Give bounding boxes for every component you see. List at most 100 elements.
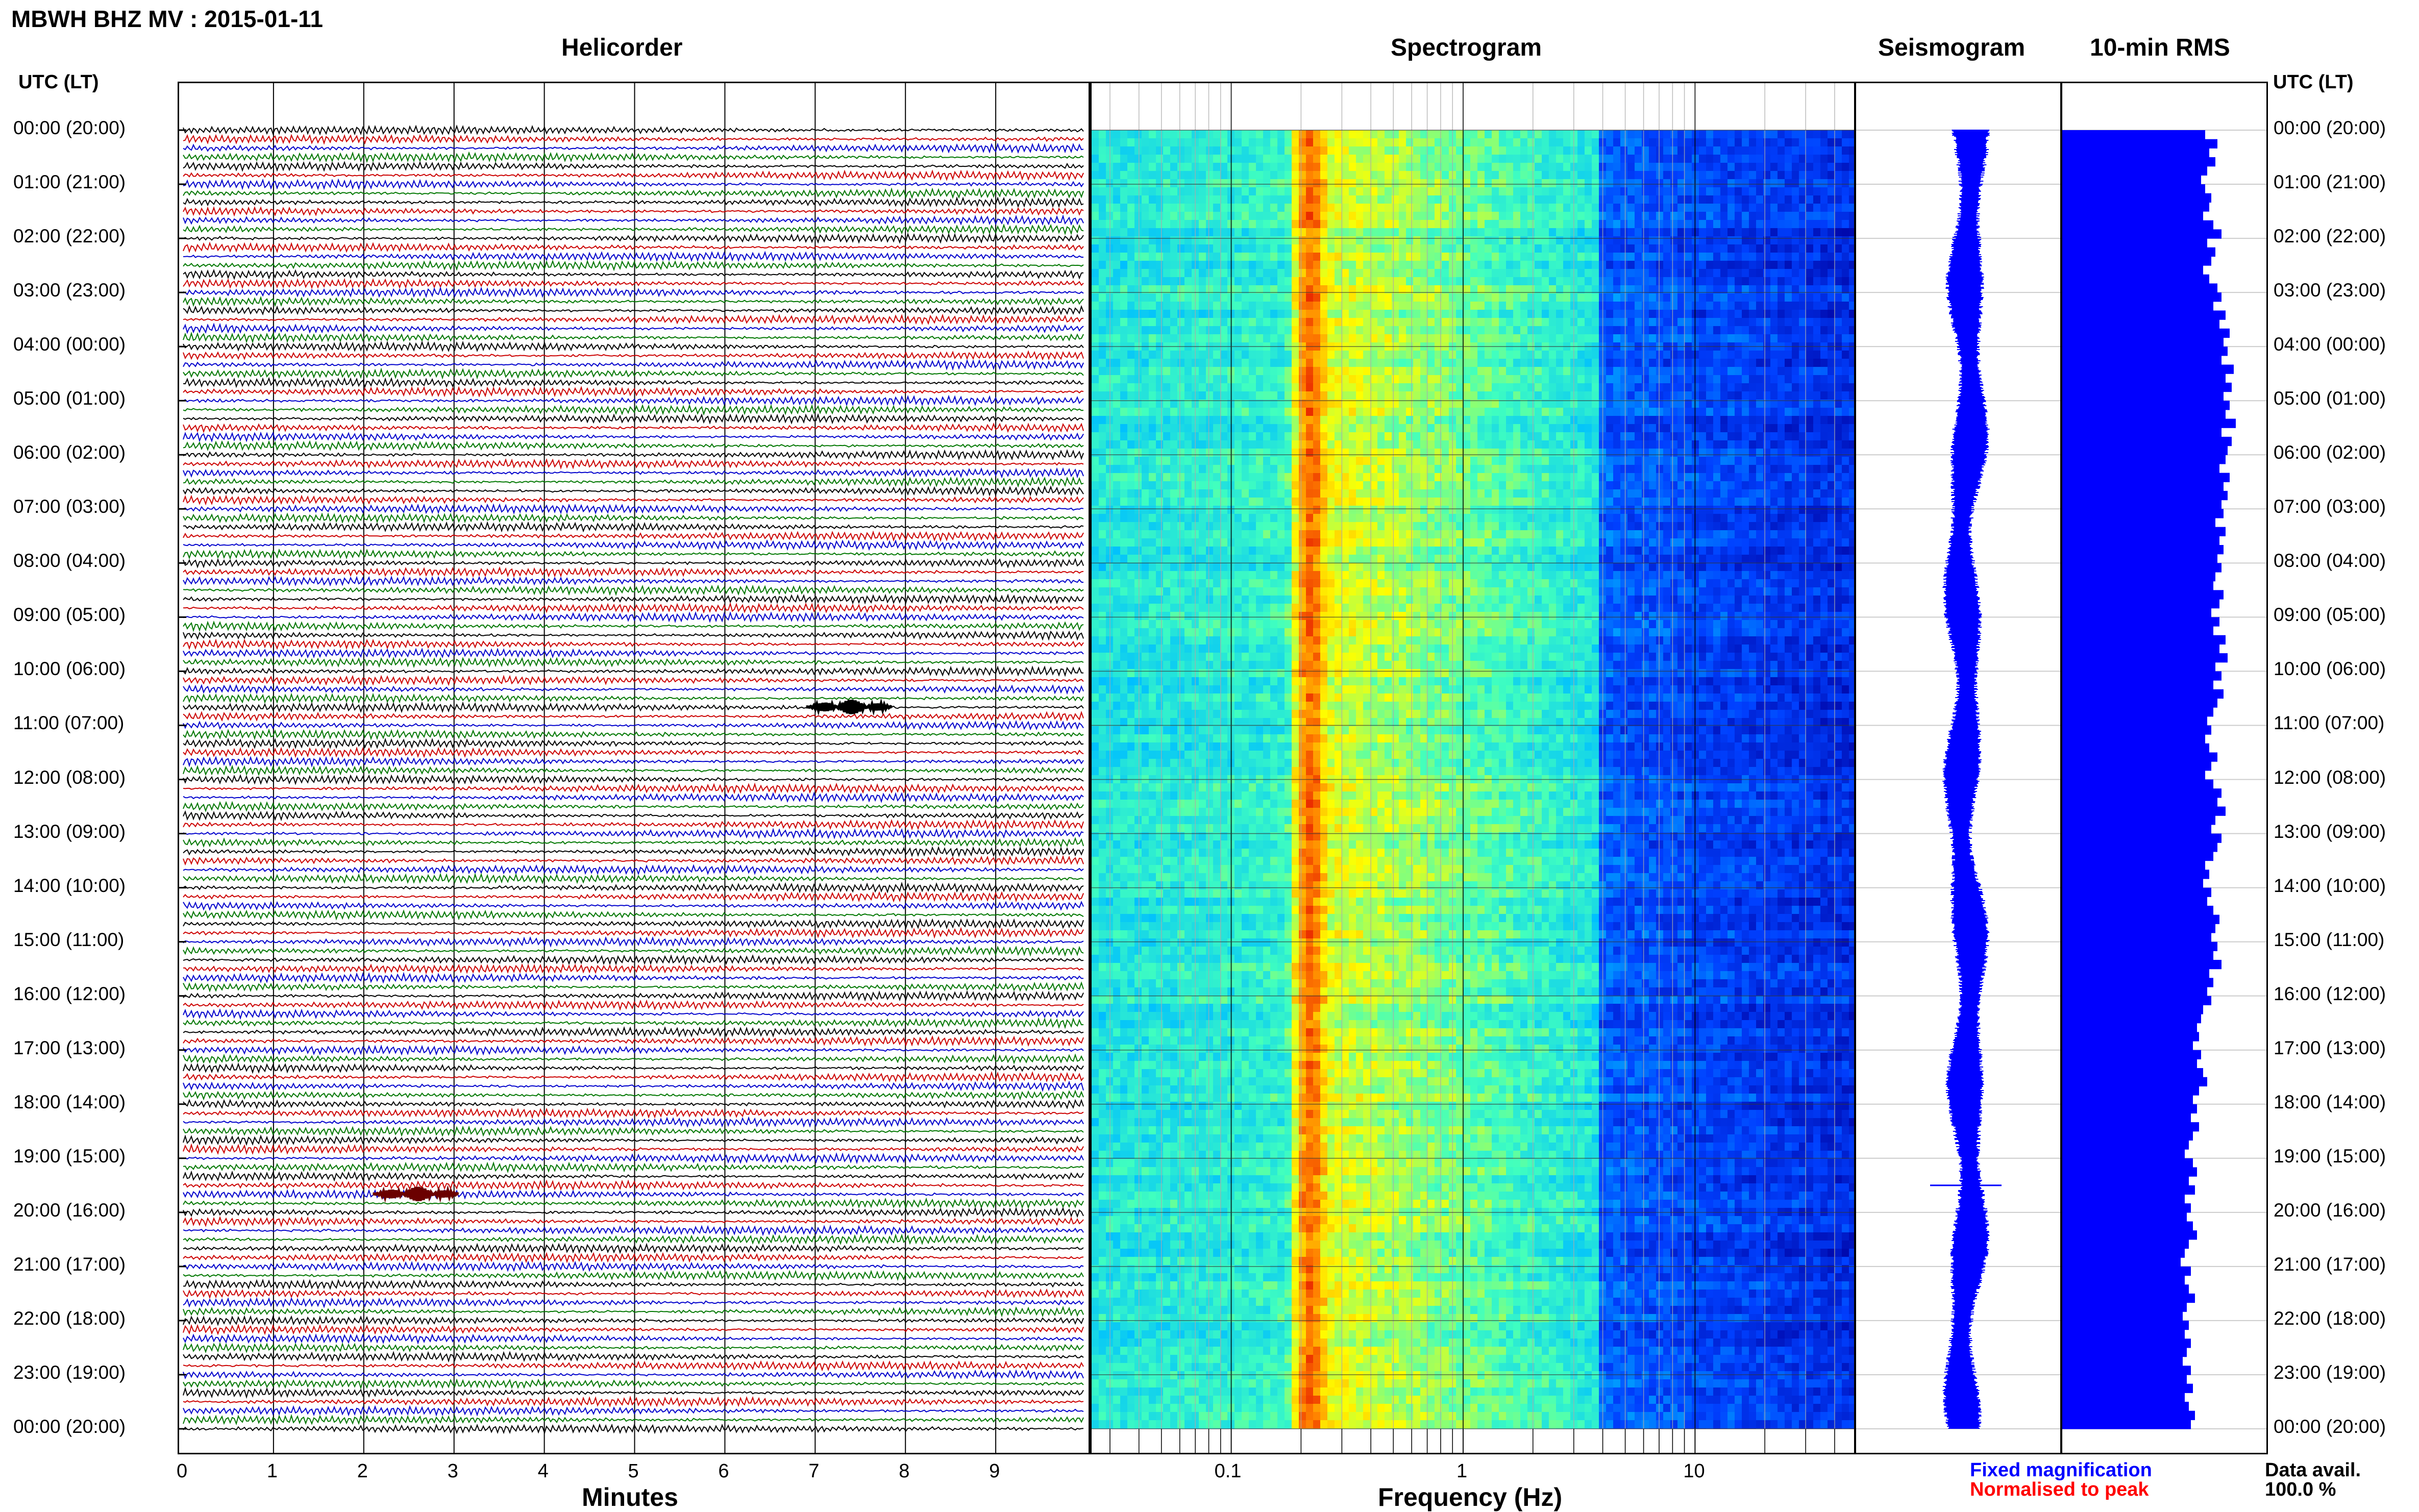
- spectrogram-cell: [1806, 351, 1814, 359]
- spectrogram-cell: [1327, 310, 1335, 318]
- spectrogram-cell: [1749, 408, 1757, 416]
- spectrogram-cell: [1242, 375, 1249, 384]
- helicorder-trace: [183, 1206, 1084, 1218]
- helicorder-trace: [183, 827, 1084, 839]
- spectrogram-cell: [1263, 391, 1271, 400]
- spectrogram-cell: [1627, 253, 1635, 261]
- spectrogram-cell: [1835, 424, 1842, 433]
- spectrogram-cell: [1499, 334, 1507, 343]
- spectrogram-cell: [1249, 155, 1256, 163]
- spectrogram-cell: [1577, 432, 1585, 441]
- spectrogram-cell: [1413, 391, 1421, 400]
- spectrogram-cell: [1477, 293, 1485, 302]
- spectrogram-cell: [1235, 481, 1242, 490]
- spectrogram-cell: [1235, 130, 1242, 139]
- spectrogram-cell: [1577, 171, 1585, 180]
- spectrogram-cell: [1485, 449, 1492, 457]
- spectrogram-cell: [1313, 391, 1321, 400]
- spectrogram-cell: [1120, 261, 1128, 269]
- spectrogram-cell: [1156, 318, 1164, 327]
- spectrogram-cell: [1620, 269, 1628, 278]
- spectrogram-cell: [1170, 310, 1178, 318]
- spectrogram-cell: [1763, 367, 1771, 376]
- spectrogram-cell: [1527, 440, 1535, 449]
- spectrogram-cell: [1499, 367, 1507, 376]
- spectrogram-cell: [1142, 302, 1149, 310]
- spectrogram-cell: [1377, 293, 1385, 302]
- spectrogram-cell: [1120, 424, 1128, 433]
- spectrogram-cell: [1235, 269, 1242, 278]
- spectrogram-cell: [1099, 383, 1106, 392]
- spectrogram-cell: [1420, 457, 1428, 465]
- spectrogram-cell: [1242, 457, 1249, 465]
- helicorder-trace: [183, 1125, 1084, 1137]
- spectrogram-cell: [1742, 277, 1749, 286]
- spectrogram-cell: [1727, 424, 1735, 433]
- spectrogram-cell: [1256, 440, 1264, 449]
- spectrogram-cell: [1134, 293, 1142, 302]
- spectrogram-cell: [1556, 424, 1564, 433]
- spectrogram-cell: [1506, 220, 1514, 229]
- spectrogram-cell: [1377, 318, 1385, 327]
- spectrogram-cell: [1627, 449, 1635, 457]
- spectrogram-cell: [1513, 171, 1521, 180]
- spectrogram-cell: [1356, 310, 1364, 318]
- spectrogram-cell: [1113, 171, 1121, 180]
- spectrogram-cell: [1649, 244, 1657, 253]
- spectrogram-cell: [1656, 228, 1664, 237]
- spectrogram-cell: [1756, 163, 1764, 171]
- spectrogram-cell: [1535, 277, 1542, 286]
- spectrogram-cell: [1720, 416, 1728, 425]
- spectrogram-cell: [1778, 212, 1785, 220]
- spectrogram-cell: [1156, 457, 1164, 465]
- spectrogram-cell: [1292, 220, 1299, 229]
- spectrogram-cell: [1820, 302, 1828, 310]
- spectrogram-cell: [1213, 416, 1221, 425]
- spectrogram-cell: [1549, 375, 1557, 384]
- spectrogram-cell: [1742, 285, 1749, 294]
- spectrogram-cell: [1513, 440, 1521, 449]
- spectrogram-cell: [1720, 146, 1728, 155]
- spectrogram-cell: [1828, 465, 1835, 474]
- spectrogram-cell: [1735, 269, 1742, 278]
- spectrogram-cell: [1456, 359, 1464, 367]
- spectrogram-cell: [1392, 195, 1399, 204]
- spectrogram-cell: [1706, 179, 1714, 188]
- spectrogram-cell: [1113, 473, 1121, 482]
- spectrogram-cell: [1092, 277, 1099, 286]
- spectrogram-cell: [1127, 212, 1135, 220]
- spectrogram-cell: [1099, 318, 1106, 327]
- spectrogram-cell: [1470, 383, 1478, 392]
- spectrogram-cell: [1477, 155, 1485, 163]
- spectrogram-cell: [1677, 277, 1685, 286]
- spectrogram-cell: [1742, 212, 1749, 220]
- spectrogram-cell: [1263, 228, 1271, 237]
- spectrogram-cell: [1335, 351, 1342, 359]
- spectrogram-cell: [1277, 391, 1285, 400]
- spectrogram-cell: [1649, 302, 1657, 310]
- spectrogram-cell: [1149, 481, 1156, 490]
- spectrogram-cell: [1385, 457, 1392, 465]
- spectrogram-cell: [1477, 383, 1485, 392]
- spectrogram-cell: [1463, 269, 1471, 278]
- spectrogram-cell: [1556, 391, 1564, 400]
- spectrogram-cell: [1249, 293, 1256, 302]
- spectrogram-cell: [1506, 416, 1514, 425]
- spectrogram-cell: [1842, 130, 1849, 139]
- spectrogram-cell: [1099, 261, 1106, 269]
- spectrogram-cell: [1420, 383, 1428, 392]
- spectrogram-cell: [1620, 138, 1628, 147]
- spectrogram-cell: [1485, 220, 1492, 229]
- spectrogram-cell: [1535, 253, 1542, 261]
- spectrogram-cell: [1763, 138, 1771, 147]
- spectrogram-cell: [1806, 383, 1814, 392]
- spectrogram-cell: [1499, 416, 1507, 425]
- spectrogram-cell: [1406, 155, 1414, 163]
- spectrogram-cell: [1413, 432, 1421, 441]
- spectrogram-cell: [1635, 212, 1642, 220]
- spectrogram-cell: [1120, 391, 1128, 400]
- spectrogram-cell: [1392, 146, 1399, 155]
- spectrogram-cell: [1720, 449, 1728, 457]
- spectrogram-cell: [1370, 334, 1378, 343]
- spectrogram-cell: [1492, 391, 1499, 400]
